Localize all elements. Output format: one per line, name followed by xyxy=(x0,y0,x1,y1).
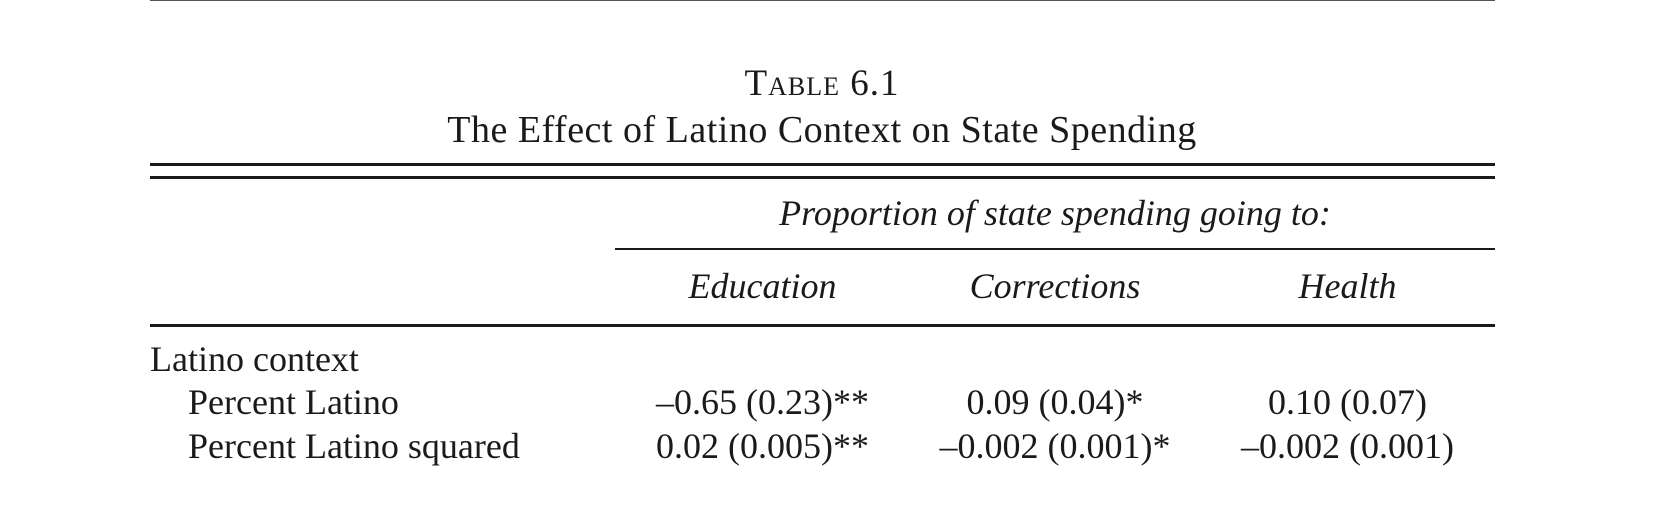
table-number: Table 6.1 xyxy=(744,63,900,104)
table-top-double-rule-lower xyxy=(150,176,1495,179)
column-spanner-label: Proportion of state spending going to: xyxy=(779,193,1331,233)
table-title: The Effect of Latino Context on State Sp… xyxy=(447,109,1197,151)
row-label-percent-latino-squared: Percent Latino squared xyxy=(188,426,520,466)
table-top-double-rule-upper xyxy=(150,163,1495,166)
column-header-education: Education xyxy=(688,266,837,306)
column-header-health: Health xyxy=(1298,266,1397,306)
section-label-latino-context: Latino context xyxy=(150,339,359,379)
cell-percent-latino-squared-corrections: –0.002 (0.001)* xyxy=(939,426,1171,466)
cell-percent-latino-squared-education: 0.02 (0.005)** xyxy=(656,426,869,466)
header-bottom-rule xyxy=(150,324,1495,327)
column-spanner-rule xyxy=(615,248,1495,250)
cell-percent-latino-corrections: 0.09 (0.04)* xyxy=(966,382,1144,422)
cell-percent-latino-squared-health: –0.002 (0.001) xyxy=(1241,426,1454,466)
column-header-corrections: Corrections xyxy=(969,266,1141,306)
page-top-rule xyxy=(150,0,1495,1)
row-label-percent-latino: Percent Latino xyxy=(188,382,399,422)
cell-percent-latino-health: 0.10 (0.07) xyxy=(1268,382,1427,422)
cell-percent-latino-education: –0.65 (0.23)** xyxy=(656,382,869,422)
